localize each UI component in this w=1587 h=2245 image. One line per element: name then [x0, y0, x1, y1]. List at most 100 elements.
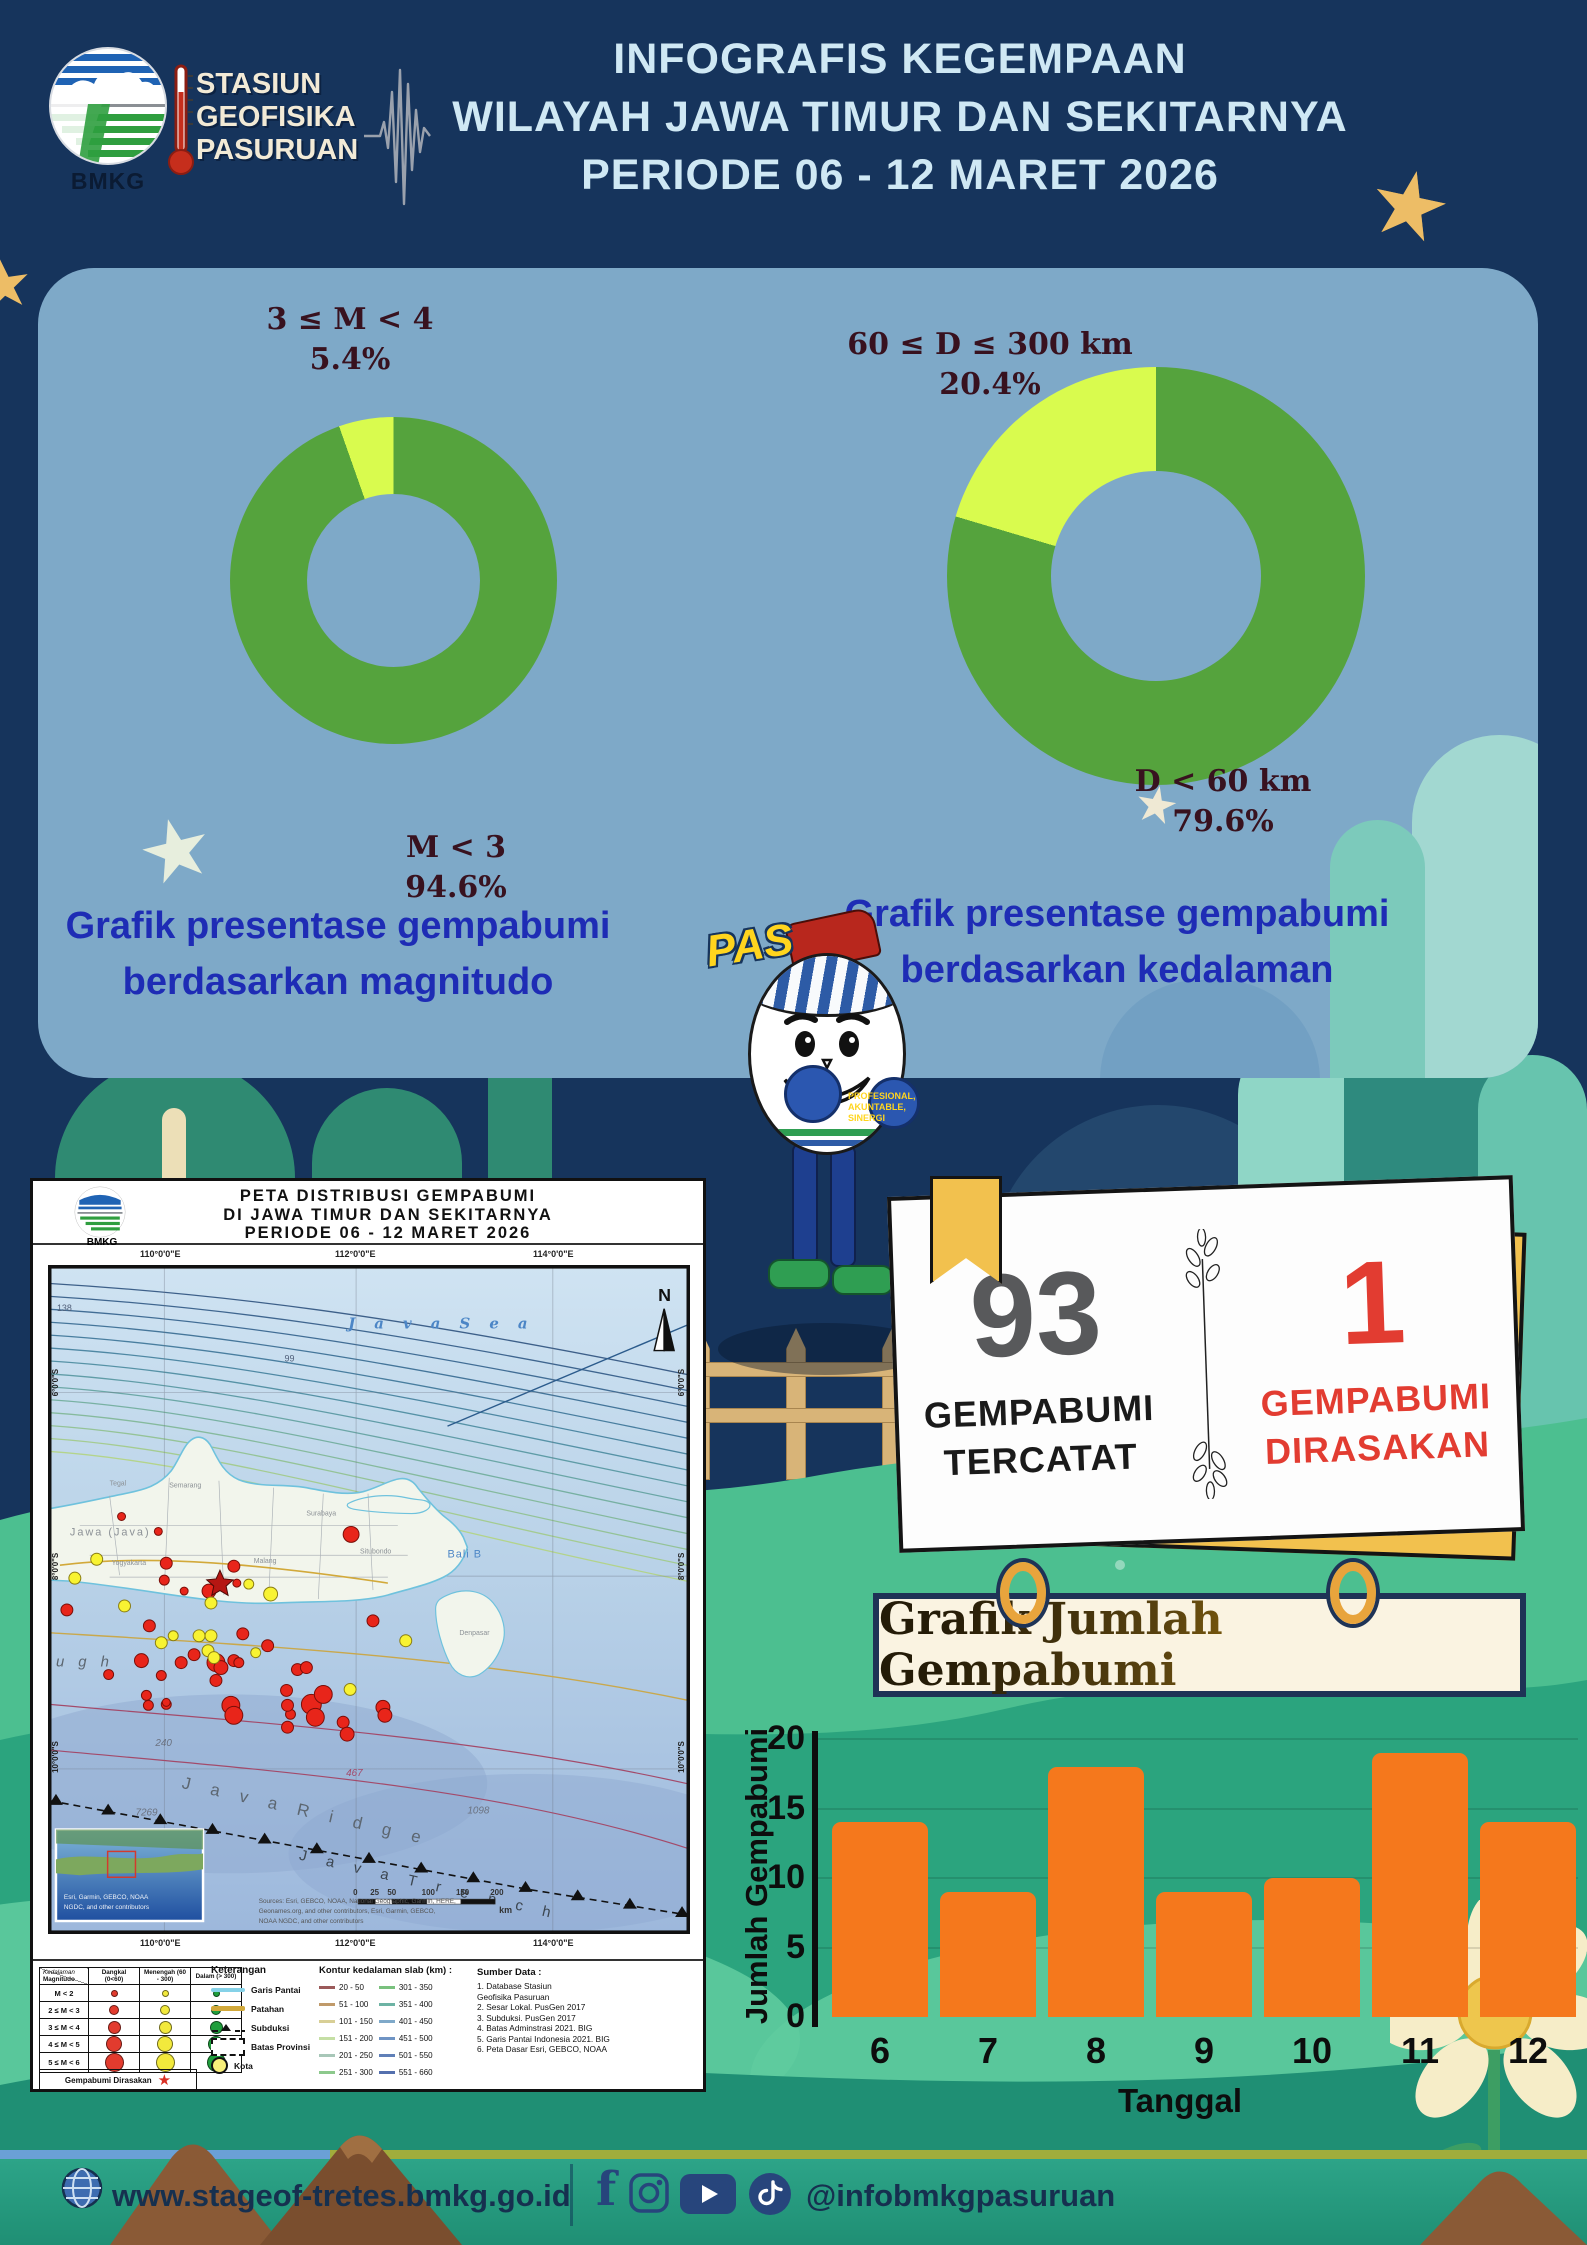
- kontur-range: 51 - 100: [319, 1996, 373, 2013]
- station-line: GEOFISIKA: [196, 101, 356, 133]
- inset-attribution: Esri, Garmin, GEBCO, NOAA: [64, 1894, 149, 1901]
- kontur-range: 501 - 550: [378, 2047, 433, 2064]
- quake-point: [399, 1634, 413, 1648]
- kontur-range: 301 - 350: [378, 1979, 433, 1996]
- quake-point: [281, 1698, 294, 1712]
- quake-point: [336, 1715, 350, 1729]
- svg-text:100: 100: [422, 1888, 436, 1897]
- quake-point: [192, 1629, 206, 1643]
- banner-title: Grafik Jumlah Gempabumi: [879, 1594, 1520, 1696]
- keterangan-label: Garis Pantai: [251, 1984, 301, 1995]
- mascot-leg: [792, 1143, 818, 1265]
- lon-label: 114°0'0"E: [533, 1938, 574, 1948]
- segment-pct: 94.6%: [405, 870, 507, 905]
- bmkg-logo-small: [74, 1186, 126, 1238]
- tagline-line: PROFESIONAL, AKUNTABLE,: [848, 1091, 916, 1112]
- segment-name: 60 ≤ D ≤ 300 km: [847, 327, 1133, 362]
- gridline: [818, 1738, 1578, 1740]
- inset-map: Esri, Garmin, GEBCO, NOAA NGDC, and othe…: [54, 1828, 205, 1923]
- bar-6: [832, 1822, 928, 2017]
- instagram-icon[interactable]: [628, 2172, 670, 2214]
- kontur-range: 101 - 150: [319, 2013, 373, 2030]
- lat-label: 8°0'0"S: [677, 1553, 686, 1580]
- quake-point: [142, 1699, 154, 1711]
- y-axis-title: Jumlah Gempabumi: [739, 1727, 774, 2025]
- x-tick-label: 11: [1400, 2030, 1440, 2071]
- caption-magnitude: Grafik presentase gempabumi berdasarkan …: [38, 898, 648, 1010]
- mascot-glove: [868, 1077, 920, 1129]
- quake-point: [68, 1571, 82, 1585]
- mascot-leg: [830, 1145, 856, 1267]
- quake-point: [224, 1705, 244, 1725]
- quake-point: [103, 1669, 115, 1680]
- table-row-label: 4 ≤ M < 5: [39, 2035, 89, 2053]
- recorded-stat: 93 GEMPABUMI TERCATAT: [906, 1247, 1169, 1489]
- keterangan-label: Kota: [234, 2060, 253, 2071]
- north-arrow-label: N: [658, 1285, 671, 1305]
- footer-divider-blue: [0, 2150, 330, 2159]
- sumber-item: 4. Batas Adminstrasi 2021. BIG: [477, 2023, 593, 2033]
- kontur-left-column: 20 - 50 51 - 100 101 - 150 151 - 200 201 - 2…: [319, 1979, 373, 2081]
- quake-point: [261, 1639, 275, 1653]
- inset-attribution: NGDC, and other contributors: [64, 1904, 149, 1911]
- gridline: [818, 1877, 1578, 1879]
- svg-text:0: 0: [353, 1888, 358, 1897]
- leaf-divider: [1185, 1228, 1228, 1500]
- keterangan-label: Patahan: [251, 2003, 285, 2014]
- segment-name: M < 3: [405, 830, 507, 865]
- scale-unit: km: [499, 1905, 512, 1915]
- quake-point: [154, 1636, 168, 1650]
- tree-silhouette: [1330, 820, 1425, 1078]
- magnitude-depth-table: Kedalaman Magnitudo Dangkal (0<60) Menenga…: [39, 1967, 242, 2073]
- gridline: [818, 1807, 1578, 1810]
- island-label: Jawa (Java): [70, 1526, 151, 1538]
- map-logo-text: BMKG: [86, 1237, 118, 1248]
- svg-text:150: 150: [456, 1888, 470, 1897]
- title-line: INFOGRAFIS KEGEMPAAN: [613, 35, 1187, 83]
- quake-point: [155, 1670, 167, 1681]
- lon-label: 110°0'0"E: [140, 1938, 181, 1948]
- x-tick-label: 9: [1193, 2030, 1215, 2071]
- city-swatch: [211, 2057, 228, 2074]
- website-link[interactable]: www.stageof-tretes.bmkg.go.id: [112, 2178, 571, 2213]
- svg-text:25: 25: [370, 1888, 379, 1897]
- map-title: PETA DISTRIBUSI GEMPABUMI DI JAWA TIMUR …: [153, 1187, 623, 1243]
- legend-kontur: Kontur kedalaman slab (km) : 20 - 50 51 -…: [319, 1965, 469, 2081]
- quake-point: [140, 1689, 152, 1701]
- kontur-range: 351 - 400: [378, 1996, 433, 2013]
- earthquake-map-card: BMKG PETA DISTRIBUSI GEMPABUMI DI JAWA T…: [30, 1178, 706, 2092]
- facebook-icon[interactable]: f: [596, 2162, 617, 2217]
- segment-label-d60: D < 60 km 79.6%: [1073, 762, 1373, 842]
- rock-mound: [110, 2125, 470, 2245]
- star-icon: ★: [127, 793, 225, 907]
- tiktok-icon[interactable]: [748, 2172, 792, 2216]
- tree-silhouette: [1412, 735, 1538, 1078]
- segment-label-m34: 3 ≤ M < 4 5.4%: [200, 300, 500, 380]
- quake-point: [377, 1707, 393, 1723]
- table-row-label: 3 ≤ M < 4: [39, 2018, 89, 2036]
- youtube-icon[interactable]: [680, 2174, 736, 2214]
- quake-point: [159, 1556, 173, 1570]
- caption-line: Grafik presentase gempabumi: [65, 905, 611, 947]
- social-handle[interactable]: @infobmkgpasuruan: [806, 2178, 1116, 2213]
- bmkg-logo-text: BMKG: [70, 168, 146, 194]
- kontur-range: 551 - 660: [378, 2064, 433, 2081]
- mascot-body: [748, 953, 906, 1155]
- y-tick-label: 10: [767, 1858, 805, 1896]
- lat-label: 10°0'0"S: [677, 1741, 686, 1773]
- city-label: Surabaya: [306, 1511, 336, 1518]
- felt-label: Gempabumi Dirasakan: [64, 2075, 152, 2085]
- lat-label: 6°0'0"S: [677, 1369, 686, 1396]
- mascot: PAS PROFESIONAL, AKUNTABLE, SINERGI: [700, 906, 970, 1425]
- contour-value: 7269: [135, 1808, 158, 1819]
- segment-label-m3: M < 3 94.6%: [306, 828, 606, 908]
- felt-label: DIRASAKAN: [1264, 1423, 1491, 1472]
- quake-point: [232, 1578, 242, 1588]
- star-icon: ★: [0, 242, 39, 327]
- keterangan-label: Batas Provinsi: [251, 2041, 311, 2052]
- segment-name: 3 ≤ M < 4: [266, 302, 434, 337]
- station-line: PASURUAN: [196, 134, 359, 166]
- felt-count: 1: [1337, 1236, 1408, 1371]
- mascot-cap: [751, 956, 903, 1017]
- seismogram-icon: [364, 68, 431, 206]
